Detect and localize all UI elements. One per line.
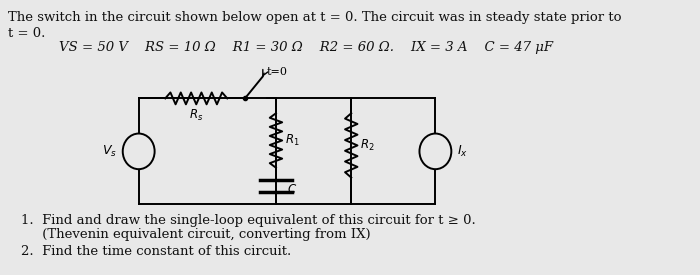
Text: −: − [134, 152, 143, 162]
Text: t=0: t=0 [267, 67, 288, 77]
Text: t = 0.: t = 0. [8, 27, 46, 40]
Text: $I_x$: $I_x$ [456, 144, 468, 159]
Text: $R_s$: $R_s$ [189, 108, 204, 123]
Text: 1.  Find and draw the single-loop equivalent of this circuit for t ≥ 0.: 1. Find and draw the single-loop equival… [21, 214, 475, 227]
Circle shape [419, 134, 452, 169]
Text: $V_s$: $V_s$ [102, 144, 116, 159]
Text: The switch in the circuit shown below open at t = 0. The circuit was in steady s: The switch in the circuit shown below op… [8, 11, 622, 24]
Text: VS = 50 V    RS = 10 Ω    R1 = 30 Ω    R2 = 60 Ω.    IX = 3 A    C = 47 μF: VS = 50 V RS = 10 Ω R1 = 30 Ω R2 = 60 Ω.… [59, 41, 553, 54]
Text: $R_1$: $R_1$ [285, 133, 300, 148]
Text: $C$: $C$ [286, 183, 297, 196]
Text: +: + [134, 141, 144, 150]
Circle shape [122, 134, 155, 169]
Text: (Thevenin equivalent circuit, converting from IX): (Thevenin equivalent circuit, converting… [21, 228, 370, 241]
Text: $R_2$: $R_2$ [360, 138, 374, 153]
Text: 2.  Find the time constant of this circuit.: 2. Find the time constant of this circui… [21, 245, 291, 258]
